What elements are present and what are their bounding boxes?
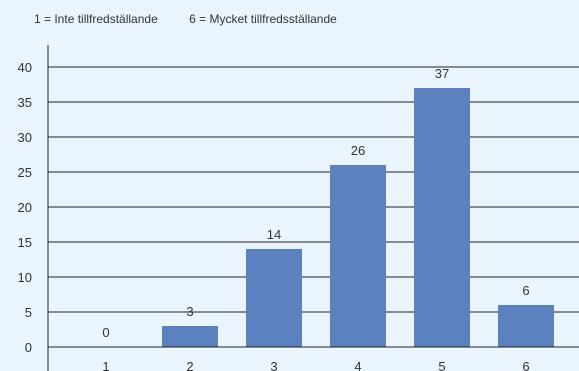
y-tick-label: 40 xyxy=(18,60,32,75)
data-label-4: 26 xyxy=(351,143,365,158)
data-label-2: 3 xyxy=(186,304,193,319)
bar-3 xyxy=(246,249,302,347)
scale-note: 1 = Inte tillfredställande 6 = Mycket ti… xyxy=(34,12,337,26)
x-tick-label: 4 xyxy=(354,359,361,371)
x-tick-label: 2 xyxy=(186,359,193,371)
bar-layer xyxy=(162,88,554,347)
grid-layer xyxy=(48,66,579,313)
y-tick-label: 0 xyxy=(25,340,32,355)
x-tick-label: 3 xyxy=(270,359,277,371)
bar-5 xyxy=(414,88,470,347)
data-label-1: 0 xyxy=(102,325,109,340)
y-tick-label: 25 xyxy=(18,165,32,180)
y-tick-label: 5 xyxy=(25,305,32,320)
y-tick-label: 35 xyxy=(18,95,32,110)
y-tick-label: 20 xyxy=(18,200,32,215)
scale-note-high: 6 = Mycket tillfredsställande xyxy=(189,12,337,26)
y-tick-label: 10 xyxy=(18,270,32,285)
bar-4 xyxy=(330,165,386,347)
scale-note-low: 1 = Inte tillfredställande xyxy=(34,12,158,26)
data-label-6: 6 xyxy=(522,283,529,298)
data-label-3: 14 xyxy=(267,227,281,242)
x-tick-label: 5 xyxy=(438,359,445,371)
bar-2 xyxy=(162,326,218,347)
label-layer: 0 3 14 26 37 6 xyxy=(102,66,529,340)
data-label-5: 37 xyxy=(435,66,449,81)
y-tick-label: 15 xyxy=(18,235,32,250)
y-tick-label: 30 xyxy=(18,130,32,145)
x-tick-label: 6 xyxy=(522,359,529,371)
bar-6 xyxy=(498,305,554,347)
x-tick-label: 1 xyxy=(102,359,109,371)
